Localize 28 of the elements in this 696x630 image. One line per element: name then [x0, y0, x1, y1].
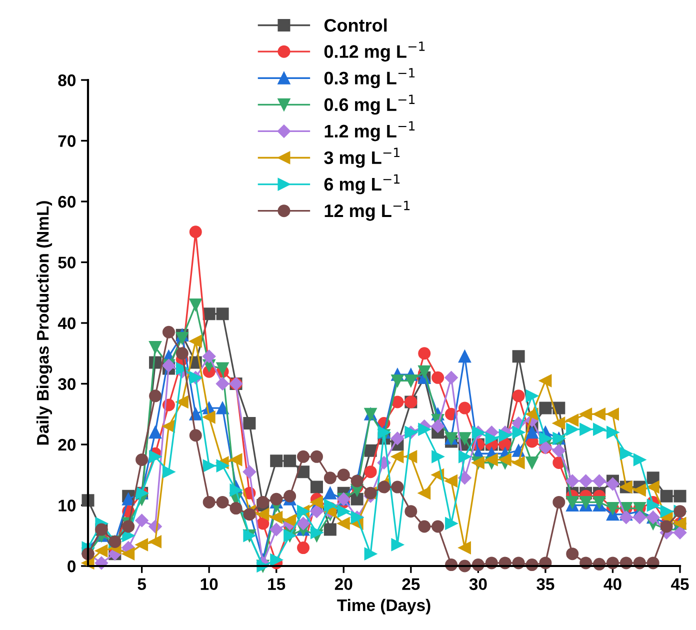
x-tick-label: 40: [604, 578, 622, 590]
legend-label: 12 mg L$^{−1}$: [324, 200, 410, 221]
x-tick-label: 5: [138, 578, 146, 590]
x-tick-label: 45: [670, 578, 689, 590]
y-tick-label: 80: [58, 74, 76, 86]
y-tick-label: 50: [58, 256, 76, 268]
x-tick-label: 35: [536, 578, 554, 590]
legend-label: 0.12 mg L$^{−1}$: [324, 42, 425, 62]
y-tick-label: 30: [58, 378, 76, 390]
x-tick-label: 30: [469, 578, 487, 590]
y-tick-label: 20: [58, 438, 76, 451]
x-tick-label: 20: [334, 578, 352, 590]
legend-label: 6 mg L$^{−1}$: [324, 174, 400, 194]
y-tick-label: 10: [58, 500, 76, 512]
y-tick-label: 70: [58, 135, 76, 147]
legend-label: 0.3 mg L$^{−1}$: [324, 68, 415, 88]
y-tick-label: 0: [68, 560, 76, 572]
y-axis-title: Daily Biogas Production (NmL): [36, 201, 52, 445]
legend-label: 3 mg L$^{−1}$: [324, 148, 400, 168]
legend-label: 1.2 mg L$^{−1}$: [324, 121, 415, 142]
y-tick-label: 40: [58, 317, 76, 330]
x-tick-label: 15: [268, 578, 286, 590]
x-tick-label: 10: [200, 578, 218, 590]
x-axis-title: Time (Days): [337, 598, 430, 614]
legend-label: 0.6 mg L$^{−1}$: [324, 94, 415, 115]
x-tick-label: 25: [402, 578, 420, 590]
y-tick-label: 60: [58, 196, 76, 208]
legend-label: Control: [324, 18, 387, 32]
